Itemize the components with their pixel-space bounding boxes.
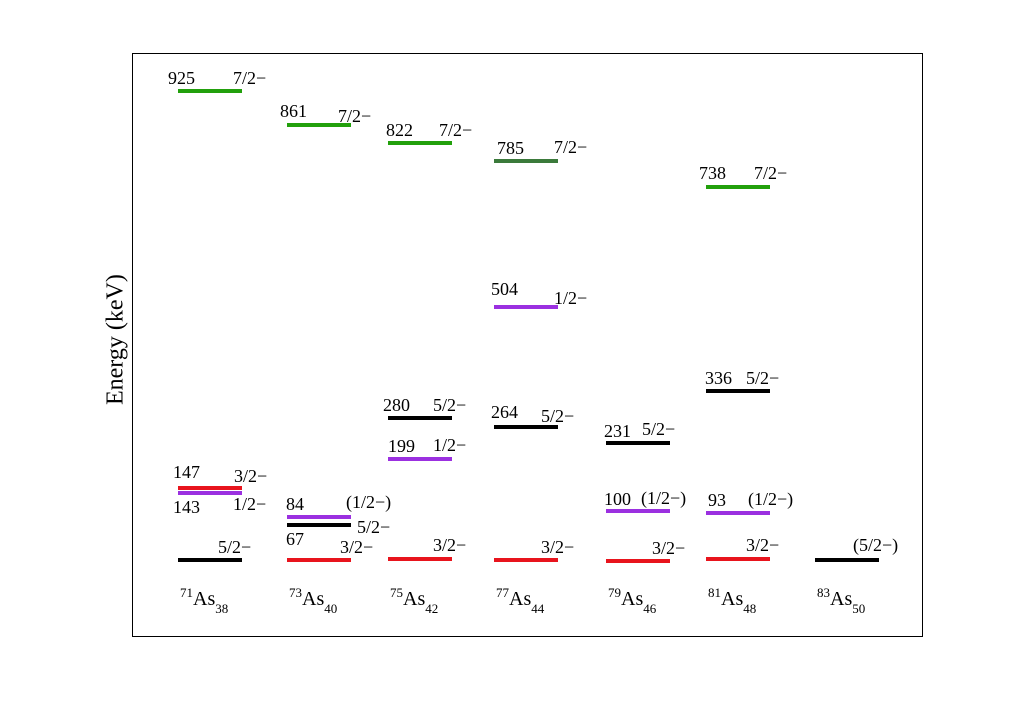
nucleus-label-81as: 81As48: [708, 585, 756, 616]
level-spin-73as-2: 5/2−: [357, 517, 390, 537]
level-spin-77as-1: 1/2−: [554, 288, 587, 308]
level-spin-73as-1: (1/2−): [346, 492, 391, 513]
level-spin-75as-3: 3/2−: [433, 535, 466, 555]
level-spin-77as-3: 3/2−: [541, 537, 574, 557]
level-energy-73as-1: 84: [286, 494, 304, 514]
level-spin-81as-0: 7/2−: [754, 163, 787, 183]
nucleus-label-71as: 71As38: [180, 585, 228, 616]
level-spin-75as-0: 7/2−: [439, 120, 472, 140]
level-spin-73as-0: 7/2−: [338, 106, 371, 126]
level-energy-79as-0: 231: [604, 421, 631, 441]
level-energy-81as-2: 93: [708, 490, 726, 510]
level-energy-79as-1: 100: [604, 489, 631, 509]
level-spin-79as-0: 5/2−: [642, 419, 675, 439]
level-spin-71as-2: 1/2−: [233, 494, 266, 514]
level-energy-73as-0: 861: [280, 101, 307, 121]
nucleus-label-77as: 77As44: [496, 585, 545, 616]
level-spin-71as-3: 5/2−: [218, 537, 251, 557]
level-energy-71as-0: 925: [168, 68, 195, 88]
level-spin-77as-2: 5/2−: [541, 406, 574, 426]
level-spin-71as-0: 7/2−: [233, 68, 266, 88]
level-energy-75as-1: 280: [383, 395, 410, 415]
level-spin-71as-1: 3/2−: [234, 466, 267, 486]
level-spin-81as-2: (1/2−): [748, 489, 793, 510]
nucleus-label-75as: 75As42: [390, 585, 438, 616]
nucleus-label-83as: 83As50: [817, 585, 865, 616]
diagram-frame: [132, 53, 923, 637]
nucleus-label-73as: 73As40: [289, 585, 337, 616]
nucleus-label-79as: 79As46: [608, 585, 657, 616]
level-spin-81as-1: 5/2−: [746, 368, 779, 388]
level-energy-81as-1: 336: [705, 368, 732, 388]
level-spin-81as-3: 3/2−: [746, 535, 779, 555]
level-spin-79as-2: 3/2−: [652, 538, 685, 558]
level-spin-73as-3: 3/2−: [340, 537, 373, 557]
level-spin-83as-0: (5/2−): [853, 535, 898, 556]
level-energy-71as-2: 143: [173, 497, 200, 517]
level-spin-75as-2: 1/2−: [433, 435, 466, 455]
level-energy-73as-2: 67: [286, 529, 304, 549]
level-energy-71as-1: 147: [173, 462, 200, 482]
level-spin-77as-0: 7/2−: [554, 137, 587, 157]
level-energy-75as-2: 199: [388, 436, 415, 456]
level-energy-77as-2: 264: [491, 402, 518, 422]
level-energy-75as-0: 822: [386, 120, 413, 140]
level-spin-79as-1: (1/2−): [641, 488, 686, 509]
level-energy-77as-1: 504: [491, 279, 518, 299]
level-energy-81as-0: 738: [699, 163, 726, 183]
level-energy-77as-0: 785: [497, 138, 524, 158]
level-spin-75as-1: 5/2−: [433, 395, 466, 415]
